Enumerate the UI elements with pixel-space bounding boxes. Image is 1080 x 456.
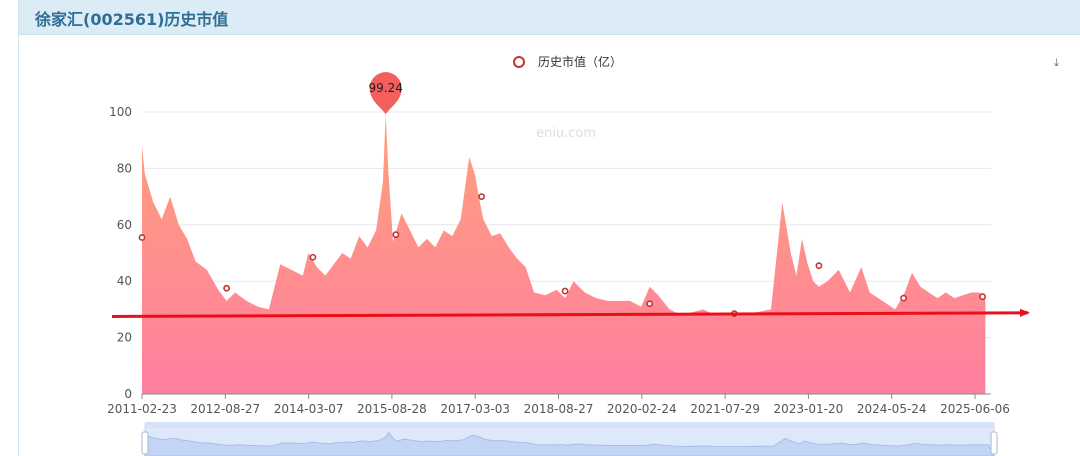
zoom-right-handle[interactable] xyxy=(990,431,998,455)
panel-title: 徐家汇(002561)历史市值 xyxy=(35,10,229,29)
data-zoom-slider[interactable] xyxy=(141,422,998,456)
y-tick-label: 100 xyxy=(109,105,132,119)
x-tick-label: 2011-02-23 xyxy=(107,402,177,416)
zoom-left-handle[interactable] xyxy=(141,431,149,455)
data-marker xyxy=(900,294,907,302)
data-marker xyxy=(138,234,146,241)
x-tick-label: 2025-06-06 xyxy=(940,402,1010,416)
data-marker xyxy=(478,193,485,200)
x-tick-label: 2014-03-07 xyxy=(274,402,344,416)
legend-label[interactable]: 历史市值（亿） xyxy=(538,54,622,69)
x-tick-label: 2012-08-27 xyxy=(190,402,260,416)
data-marker xyxy=(646,300,654,308)
y-tick-label: 80 xyxy=(117,161,132,175)
data-marker xyxy=(392,231,400,239)
data-marker xyxy=(815,262,823,270)
trend-arrow xyxy=(111,308,1030,318)
pin-icon xyxy=(369,72,402,115)
y-tick-label: 40 xyxy=(117,274,132,288)
legend-marker-icon[interactable] xyxy=(513,56,525,68)
zoom-preview xyxy=(144,431,995,456)
restore-icon[interactable]: ⤓ xyxy=(1054,56,1059,69)
x-tick-label: 2015-08-28 xyxy=(357,402,427,416)
y-tick-label: 0 xyxy=(124,387,132,401)
panel-header: 徐家汇(002561)历史市值 xyxy=(19,0,1080,35)
x-tick-label: 2023-01-20 xyxy=(774,402,844,416)
data-marker xyxy=(979,293,986,301)
x-tick-label: 2021-07-29 xyxy=(690,402,760,416)
market-cap-area xyxy=(142,114,986,394)
y-axis: 0 20 40 60 80 100 xyxy=(109,105,132,401)
watermark: eniu.com xyxy=(536,126,596,141)
legend[interactable]: 历史市值（亿） xyxy=(513,54,622,69)
data-marker xyxy=(561,287,569,295)
data-marker xyxy=(309,253,317,261)
y-tick-label: 20 xyxy=(117,331,132,345)
x-tick-label: 2024-05-24 xyxy=(857,402,927,416)
zoom-top-bar xyxy=(145,422,994,428)
data-marker xyxy=(223,284,231,292)
x-tick-label: 2020-02-24 xyxy=(607,402,677,416)
x-tick-label: 2017-03-03 xyxy=(440,402,510,416)
x-tick-label: 2018-08-27 xyxy=(524,402,594,416)
pin-label: 99.24 xyxy=(369,81,403,95)
max-value-pin: 99.24 xyxy=(369,72,403,115)
x-axis: 2011-02-23 2012-08-27 2014-03-07 2015-08-28… xyxy=(107,394,1010,416)
y-tick-label: 60 xyxy=(117,218,132,232)
